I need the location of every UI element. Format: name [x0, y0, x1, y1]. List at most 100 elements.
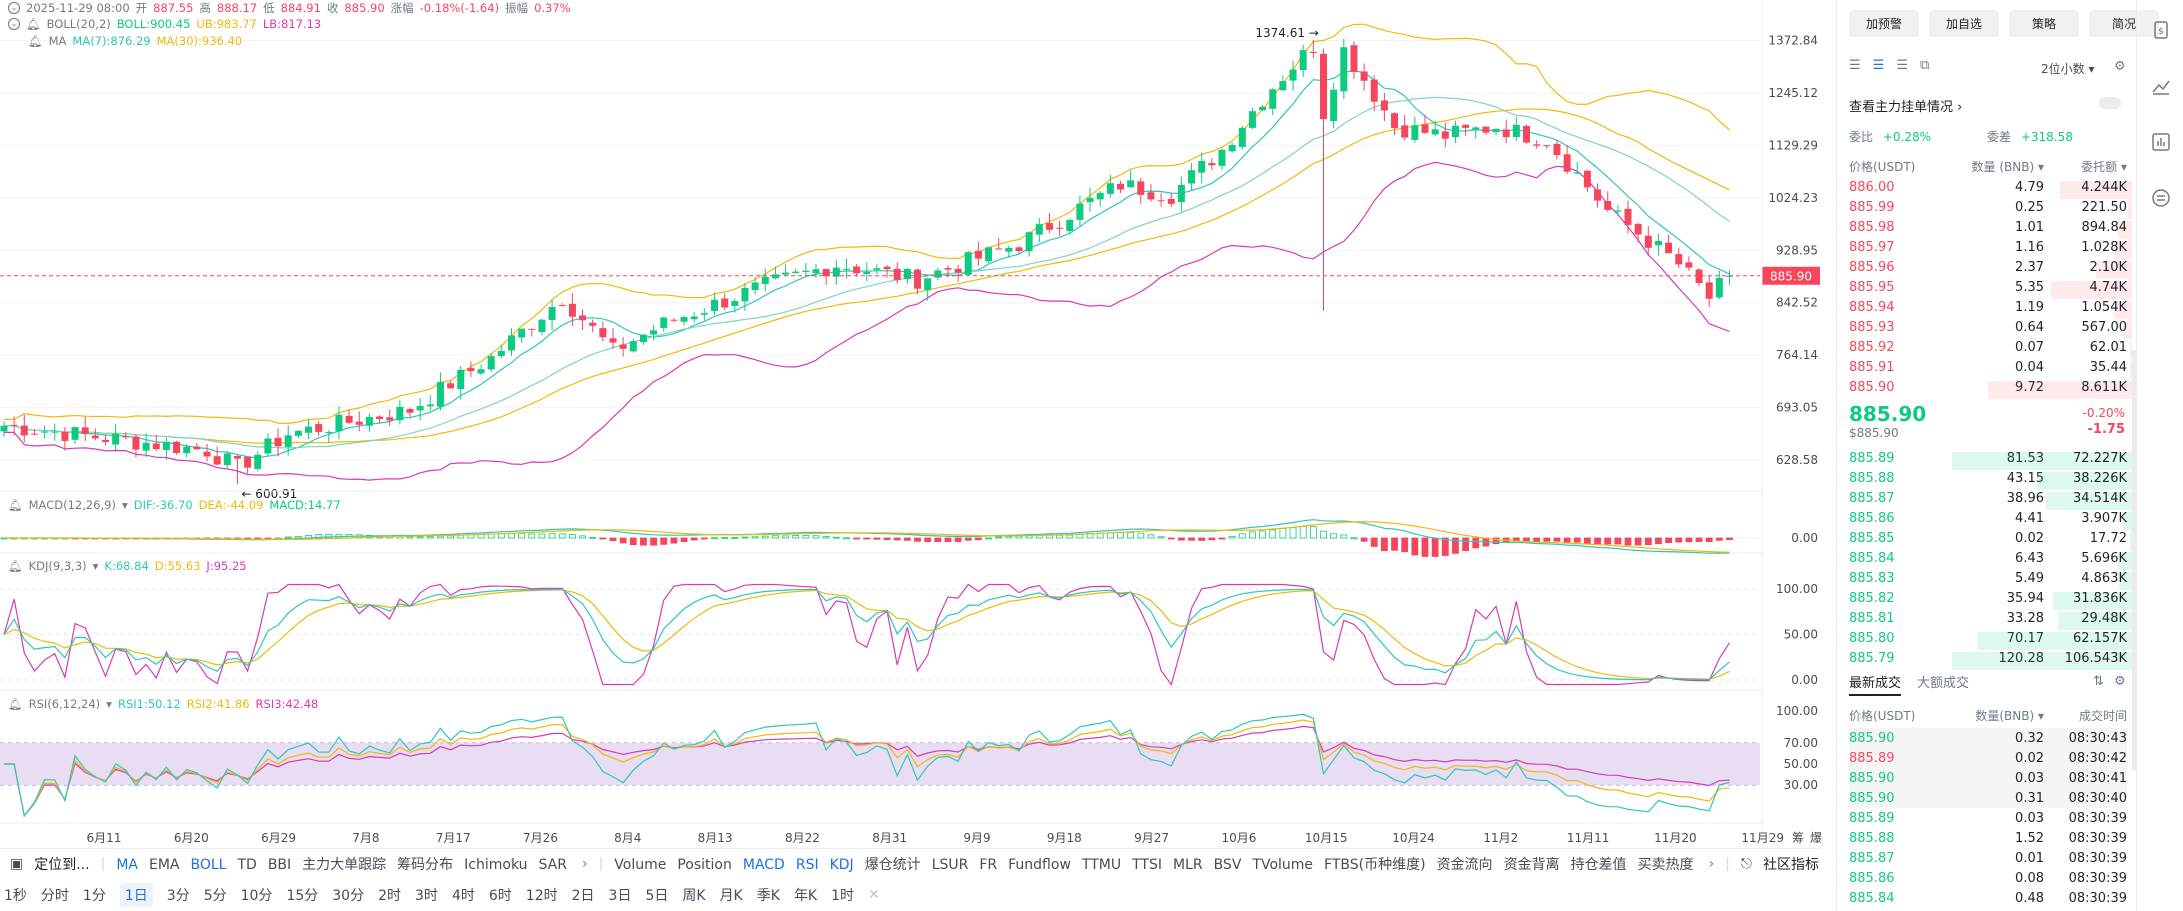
- community-indicators-button[interactable]: 社区指标: [1762, 856, 1819, 873]
- bid-row[interactable]: 885.80 70.17 62.157K: [1849, 628, 2132, 650]
- bar-chart-icon[interactable]: [2151, 132, 2171, 152]
- add-alert-button[interactable]: 加预警: [1849, 10, 1919, 37]
- kline-chart[interactable]: 1374.61 →← 600.91885.901372.841245.12112…: [0, 0, 1822, 911]
- bid-row[interactable]: 885.87 38.96 34.514K: [1849, 488, 2132, 510]
- sub-indicator-1[interactable]: Position: [677, 856, 732, 873]
- main-force-toggle[interactable]: [2099, 97, 2121, 109]
- bid-row[interactable]: 885.86 4.41 3.907K: [1849, 508, 2132, 530]
- bell-icon[interactable]: 🔔︎: [26, 17, 41, 31]
- bid-row[interactable]: 885.84 6.43 5.696K: [1849, 548, 2132, 570]
- overview-button[interactable]: 简况: [2089, 10, 2159, 37]
- ask-row[interactable]: 885.94 1.19 1.054K: [1849, 297, 2132, 319]
- timeframe-7[interactable]: 15分: [286, 887, 319, 904]
- ask-row[interactable]: 885.96 2.37 2.10K: [1849, 257, 2132, 279]
- timeframe-15[interactable]: 3日: [608, 887, 632, 904]
- chevron-right-icon[interactable]: ›: [581, 855, 588, 872]
- sub-indicator-18[interactable]: 买卖热度: [1637, 856, 1694, 873]
- ask-row[interactable]: 885.92 0.07 62.01: [1849, 337, 2132, 359]
- timeframe-16[interactable]: 5日: [645, 887, 669, 904]
- main-indicator-ichimoku[interactable]: Ichimoku: [464, 856, 528, 873]
- timeframe-8[interactable]: 30分: [332, 887, 365, 904]
- scrollbar[interactable]: [2132, 350, 2136, 770]
- chart-area[interactable]: 1374.61 → ← 600.91 885.90 1372.84 1245.12 112…: [0, 0, 1822, 911]
- liquidation-button[interactable]: 爆: [1810, 831, 1822, 845]
- sub-indicator-2[interactable]: MACD: [742, 856, 785, 873]
- ask-row[interactable]: 885.90 9.72 8.611K: [1849, 377, 2132, 399]
- filter-icon[interactable]: ⇅: [2093, 674, 2104, 689]
- bid-row[interactable]: 885.89 81.53 72.227K: [1849, 448, 2132, 470]
- sub-indicator-11[interactable]: MLR: [1172, 856, 1203, 873]
- ask-row[interactable]: 886.00 4.79 4.244K: [1849, 177, 2132, 199]
- sub-indicator-0[interactable]: Volume: [614, 856, 667, 873]
- main-indicator-sar[interactable]: SAR: [538, 856, 567, 873]
- bid-row[interactable]: 885.85 0.02 17.72: [1849, 528, 2132, 550]
- bid-row[interactable]: 885.82 35.94 31.836K: [1849, 588, 2132, 610]
- timeframe-9[interactable]: 2时: [378, 887, 402, 904]
- main-force-link[interactable]: 查看主力挂单情况 ›: [1849, 100, 1963, 115]
- settings-icon[interactable]: ⚙: [2114, 674, 2126, 689]
- swap-icon[interactable]: [2151, 188, 2171, 208]
- bell-icon[interactable]: 🔔︎: [8, 498, 23, 512]
- sub-indicator-5[interactable]: 爆仓统计: [864, 856, 921, 873]
- main-indicator-bbi[interactable]: BBI: [267, 856, 292, 873]
- timeframe-3[interactable]: 1日: [119, 882, 153, 907]
- ask-row[interactable]: 885.98 1.01 894.84: [1849, 217, 2132, 239]
- sub-indicator-17[interactable]: 持仓差值: [1570, 856, 1627, 873]
- timeframe-5[interactable]: 5分: [203, 887, 227, 904]
- timeframe-14[interactable]: 2日: [571, 887, 595, 904]
- main-indicator-ma[interactable]: MA: [116, 856, 138, 873]
- sub-indicator-4[interactable]: KDJ: [829, 856, 854, 873]
- depth-icon[interactable]: ⧉: [1919, 58, 1930, 73]
- collapse-icon[interactable]: ⌄: [8, 18, 20, 30]
- sub-indicator-3[interactable]: RSI: [795, 856, 819, 873]
- timeframe-13[interactable]: 12时: [525, 887, 558, 904]
- tab-latest-trades[interactable]: 最新成交: [1849, 672, 1902, 696]
- precision-select[interactable]: 2位小数 ▾: [2041, 62, 2095, 76]
- bid-row[interactable]: 885.79 120.28 106.543K: [1849, 648, 2132, 670]
- timeframe-2[interactable]: 1分: [82, 887, 106, 904]
- settings-icon[interactable]: ⚙: [2114, 59, 2126, 74]
- main-indicator-td[interactable]: TD: [237, 856, 257, 873]
- bell-icon[interactable]: 🔔︎: [28, 34, 43, 48]
- both-sides-icon[interactable]: ☰: [1849, 58, 1861, 73]
- locate-icon[interactable]: ▣: [10, 855, 24, 872]
- chips-button[interactable]: 筹: [1792, 831, 1804, 845]
- ask-row[interactable]: 885.95 5.35 4.74K: [1849, 277, 2132, 299]
- timeframe-1[interactable]: 分时: [40, 887, 69, 904]
- dropdown-icon[interactable]: ▾: [92, 559, 99, 573]
- sub-indicator-13[interactable]: TVolume: [1252, 856, 1314, 873]
- sub-indicator-9[interactable]: TTMU: [1081, 856, 1122, 873]
- sub-indicator-8[interactable]: Fundflow: [1008, 856, 1071, 873]
- community-icon[interactable]: ⎋: [1740, 855, 1752, 872]
- timeframe-11[interactable]: 4时: [451, 887, 475, 904]
- ask-row[interactable]: 885.97 1.16 1.028K: [1849, 237, 2132, 259]
- timeframe-20[interactable]: 年K: [793, 887, 818, 904]
- collapse-icon[interactable]: ⌄: [8, 2, 20, 14]
- sub-indicator-6[interactable]: LSUR: [931, 856, 969, 873]
- main-indicator-筹码分布[interactable]: 筹码分布: [397, 856, 454, 873]
- timeframe-12[interactable]: 6时: [488, 887, 512, 904]
- timeframe-19[interactable]: 季K: [756, 887, 780, 904]
- tab-large-trades[interactable]: 大额成交: [1917, 676, 1970, 691]
- ask-row[interactable]: 885.93 0.64 567.00: [1849, 317, 2132, 339]
- ask-row[interactable]: 885.91 0.04 35.44: [1849, 357, 2132, 379]
- sub-indicator-12[interactable]: BSV: [1213, 856, 1242, 873]
- bid-row[interactable]: 885.81 33.28 29.48K: [1849, 608, 2132, 630]
- t-col-qty-wrap[interactable]: 数量(BNB) ▾: [1975, 708, 2044, 723]
- dropdown-icon[interactable]: ▾: [121, 498, 128, 512]
- timeframe-0[interactable]: 1秒: [4, 887, 27, 904]
- bell-icon[interactable]: 🔔︎: [8, 697, 23, 711]
- locate-button[interactable]: 定位到...: [34, 856, 90, 873]
- col-total-wrap[interactable]: 委托额 ▾: [2081, 159, 2127, 174]
- chevron-right-icon[interactable]: ›: [1708, 855, 1715, 872]
- asks-only-icon[interactable]: ☰: [1896, 58, 1908, 73]
- bids-only-icon[interactable]: ☰: [1872, 58, 1885, 73]
- close-icon[interactable]: ✕: [868, 886, 880, 903]
- col-qty-wrap[interactable]: 数量 (BNB) ▾: [1971, 159, 2044, 174]
- main-indicator-boll[interactable]: BOLL: [190, 856, 227, 873]
- sub-indicator-10[interactable]: TTSI: [1132, 856, 1162, 873]
- timeframe-6[interactable]: 10分: [240, 887, 273, 904]
- timeframe-4[interactable]: 3分: [166, 887, 190, 904]
- timeframe-17[interactable]: 周K: [682, 887, 706, 904]
- timeframe-21[interactable]: 1时: [831, 887, 855, 904]
